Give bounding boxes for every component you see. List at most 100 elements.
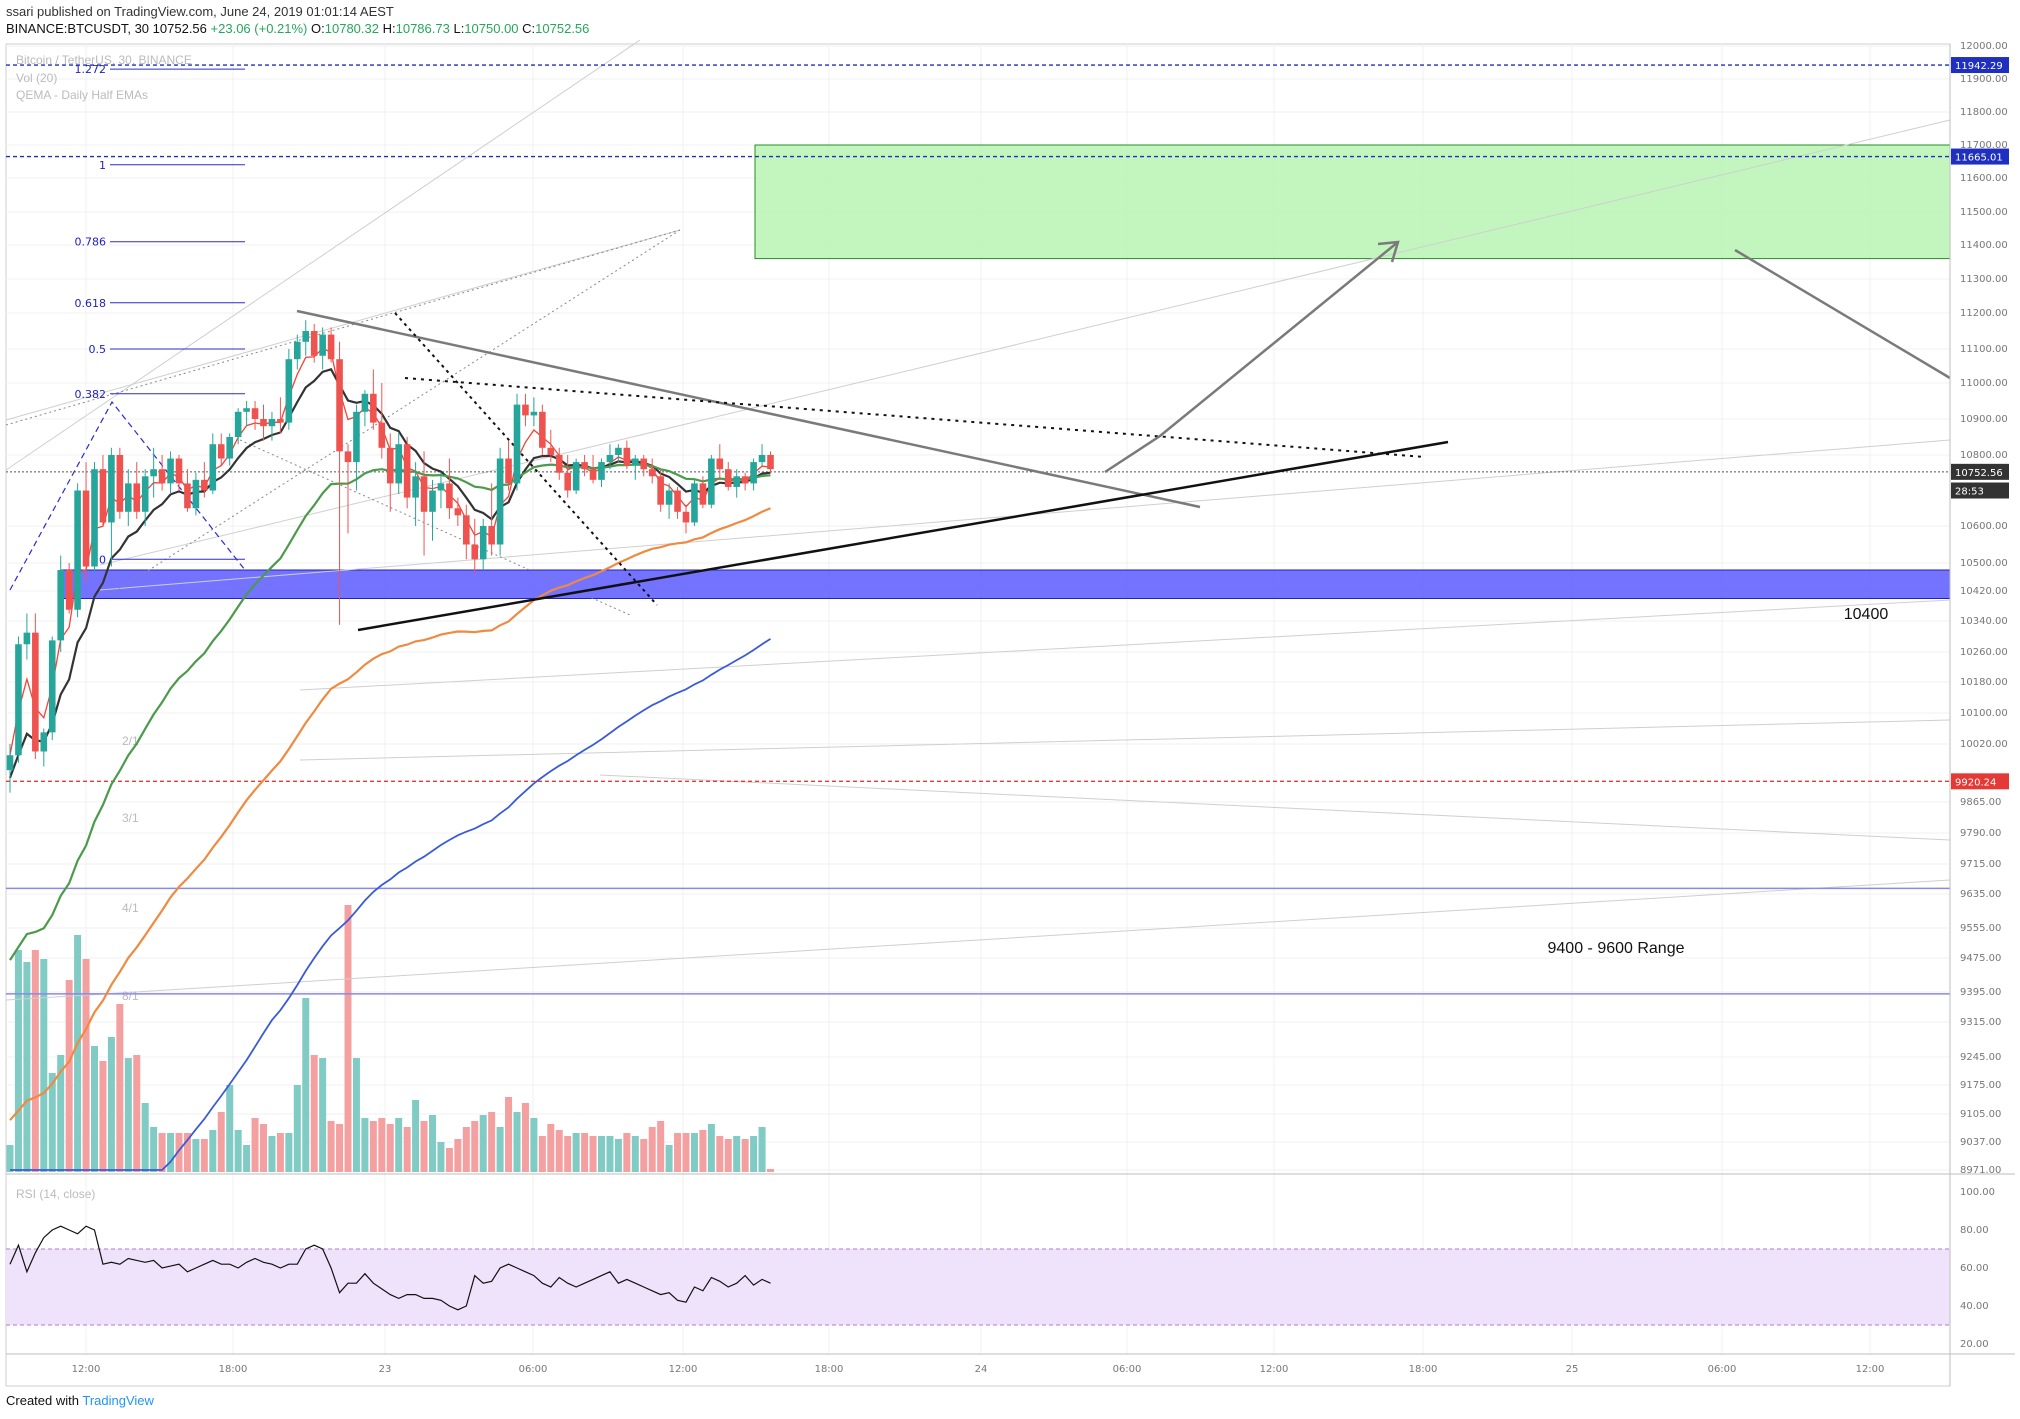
candle-body (615, 447, 622, 455)
candle-body (251, 408, 259, 419)
candle-body (32, 632, 39, 752)
rsi-tick-label: 60.00 (1960, 1263, 1989, 1274)
candle-body (386, 447, 394, 484)
y-tick-label: 10420.00 (1960, 586, 2008, 597)
volume-bar (31, 950, 39, 1172)
candle-body (141, 476, 149, 512)
candle-body (277, 419, 284, 423)
candle-body (370, 393, 377, 423)
volume-bar (606, 1136, 614, 1172)
volume-bar (614, 1139, 622, 1172)
volume-bar (327, 1121, 335, 1172)
candle-body (150, 469, 157, 477)
y-tick-label: 12000.00 (1960, 41, 2008, 52)
y-tick-label: 9315.00 (1960, 1017, 2001, 1028)
volume-bar (674, 1133, 682, 1172)
fib-level-label: 0.786 (75, 236, 107, 249)
volume-bar (437, 1142, 445, 1172)
volume-bar (420, 1121, 428, 1172)
volume-bar (276, 1133, 284, 1172)
candle-body (285, 359, 293, 423)
candle-body (23, 632, 31, 645)
candle-body (234, 411, 242, 437)
dotted-trendline (404, 377, 1426, 458)
volume-bar (707, 1124, 715, 1172)
candle-body (336, 359, 343, 452)
volume-bar (310, 1055, 318, 1172)
price-change: +23.06 (+0.21%) (210, 21, 308, 36)
candle-body (260, 419, 267, 427)
candle-body (581, 462, 588, 470)
price-tag-label: 28:53 (1955, 487, 1984, 498)
candle-body (522, 404, 529, 416)
rsi-band (6, 1249, 1950, 1325)
volume-bar (716, 1136, 724, 1172)
volume-legend: Vol (20) (16, 71, 57, 85)
volume-bar (581, 1133, 589, 1172)
volume-bar (167, 1133, 175, 1172)
y-tick-label: 9175.00 (1960, 1080, 2001, 1091)
candle-body (302, 331, 310, 342)
target-zone (754, 144, 1951, 260)
candle-body (403, 444, 411, 498)
volume-bar (336, 1124, 344, 1172)
x-tick-label: 18:00 (815, 1364, 844, 1375)
volume-bar (14, 950, 22, 1172)
candle-body (353, 411, 360, 463)
range-annotation: 9400 - 9600 Range (1548, 940, 1685, 957)
created-with-label: Created with (6, 1393, 79, 1408)
tradingview-brand[interactable]: TradingView (82, 1393, 154, 1408)
y-tick-label: 8971.00 (1960, 1165, 2001, 1176)
x-tick-label: 12:00 (669, 1364, 698, 1375)
volume-bar (598, 1136, 605, 1172)
volume-bar (445, 1148, 453, 1172)
dotted-fan-line (5, 229, 681, 426)
candle-body (294, 341, 301, 360)
volume-bar (538, 1136, 546, 1172)
candle-body (716, 458, 724, 470)
candle-body (657, 476, 664, 505)
dotted-fan-line (109, 229, 681, 596)
y-tick-label: 10600.00 (1960, 521, 2008, 532)
candle-body (201, 479, 208, 491)
volume-bar (640, 1139, 648, 1172)
gann-line (299, 599, 1951, 691)
y-tick-label: 11800.00 (1960, 107, 2008, 118)
y-tick-label: 11400.00 (1960, 240, 2008, 251)
symbol-label: BINANCE:BTCUSDT, 30 (6, 21, 150, 36)
last-price: 10752.56 (152, 21, 207, 36)
y-tick-label: 9635.00 (1960, 889, 2001, 900)
candle-body (378, 422, 386, 448)
volume-bar (183, 1133, 191, 1172)
price-tag (1951, 482, 2009, 499)
y-tick-label: 9395.00 (1960, 987, 2001, 998)
volume-bar (226, 1085, 234, 1172)
volume-bar (158, 1133, 166, 1172)
gann-label: 2/1 (122, 734, 139, 748)
fib-level-label: 0 (99, 553, 106, 566)
volume-bar (724, 1139, 732, 1172)
volume-bar (268, 1136, 276, 1172)
bullish-arrow (1104, 241, 1399, 474)
candle-body (598, 462, 605, 480)
volume-bar (386, 1124, 394, 1172)
candle-body (99, 469, 107, 523)
x-tick-label: 06:00 (519, 1364, 548, 1375)
volume-bar (750, 1136, 758, 1172)
fib-level-label: 1 (99, 159, 106, 172)
candle-body (699, 483, 707, 505)
ohlc-o: 10780.32 (324, 21, 379, 36)
x-tick-label: 06:00 (1113, 1364, 1142, 1375)
y-tick-label: 11000.00 (1960, 378, 2008, 389)
ascending-trendline (357, 440, 1449, 632)
y-tick-label: 11300.00 (1960, 274, 2008, 285)
ohlc-c: 10752.56 (535, 21, 590, 36)
volume-bar (192, 1139, 200, 1172)
volume-bar (293, 1085, 301, 1172)
volume-bar (403, 1127, 411, 1172)
price-tag (1951, 463, 2009, 480)
candle-body (479, 526, 487, 560)
volume-bar (175, 1133, 183, 1172)
candle-body (708, 458, 715, 505)
